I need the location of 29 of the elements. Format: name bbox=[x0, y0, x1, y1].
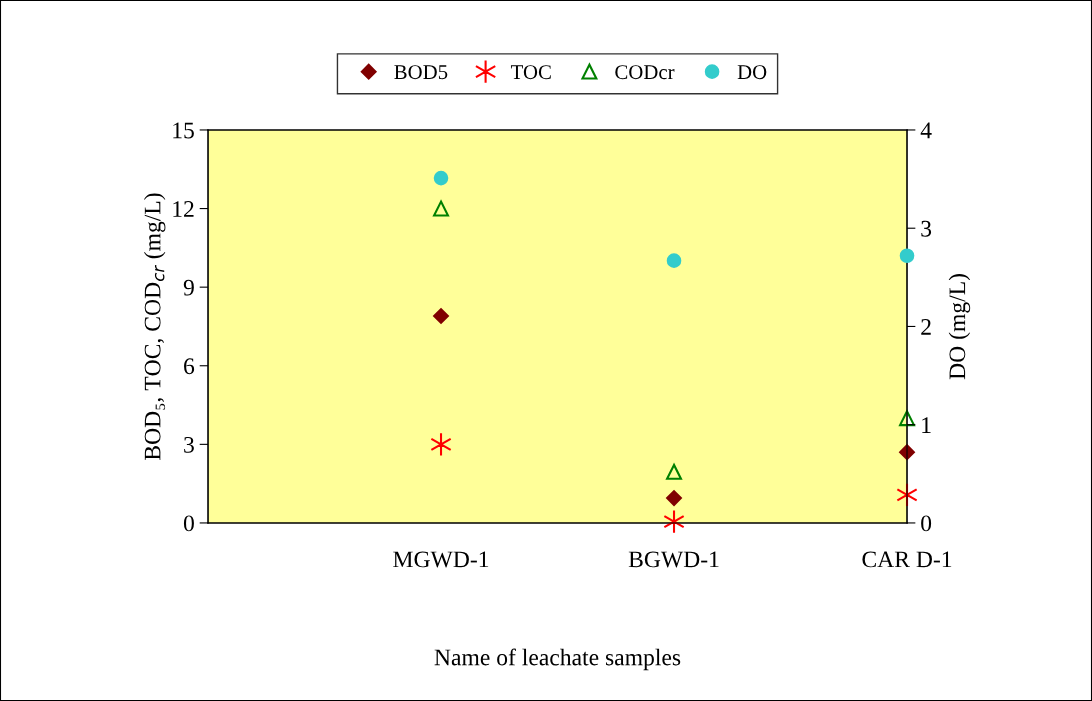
x-tick-label: MGWD-1 bbox=[393, 551, 489, 568]
point bbox=[666, 253, 682, 268]
legend-label: TOC bbox=[510, 65, 551, 80]
y-tick-label: 9 bbox=[183, 279, 194, 296]
legend-label: BOD5 bbox=[394, 65, 448, 80]
point bbox=[899, 410, 915, 427]
point bbox=[899, 248, 915, 264]
y2-axis-title: DO (mg/L) bbox=[948, 274, 971, 380]
x-axis-title: Name of leachate samples bbox=[434, 648, 681, 671]
point bbox=[433, 170, 449, 186]
x-tick-label: BGWD-1 bbox=[628, 551, 719, 568]
y2-tick-label: 1 bbox=[922, 417, 931, 433]
point bbox=[433, 200, 450, 217]
legend-label: CODcr bbox=[615, 65, 675, 80]
point bbox=[666, 463, 682, 480]
y-tick-label: 15 bbox=[173, 122, 194, 139]
point bbox=[433, 308, 449, 324]
y2-tick-label: 0 bbox=[921, 515, 932, 532]
y2-tick-label: 3 bbox=[921, 220, 932, 237]
y-tick-label: 3 bbox=[184, 436, 194, 453]
legend-label: DO bbox=[737, 65, 767, 80]
x-tick-label: CAR D-1 bbox=[862, 551, 952, 568]
y-tick-label: 0 bbox=[183, 515, 194, 532]
y2-tick-label: 2 bbox=[921, 319, 931, 335]
y2-tick-label: 4 bbox=[920, 122, 932, 139]
point bbox=[666, 490, 682, 506]
y-tick-label: 6 bbox=[184, 358, 195, 375]
y-tick-label: 12 bbox=[173, 201, 194, 217]
y-axis-title: BOD₅, TOC, COD$_{cr}$ (mg/L) bbox=[143, 193, 166, 461]
